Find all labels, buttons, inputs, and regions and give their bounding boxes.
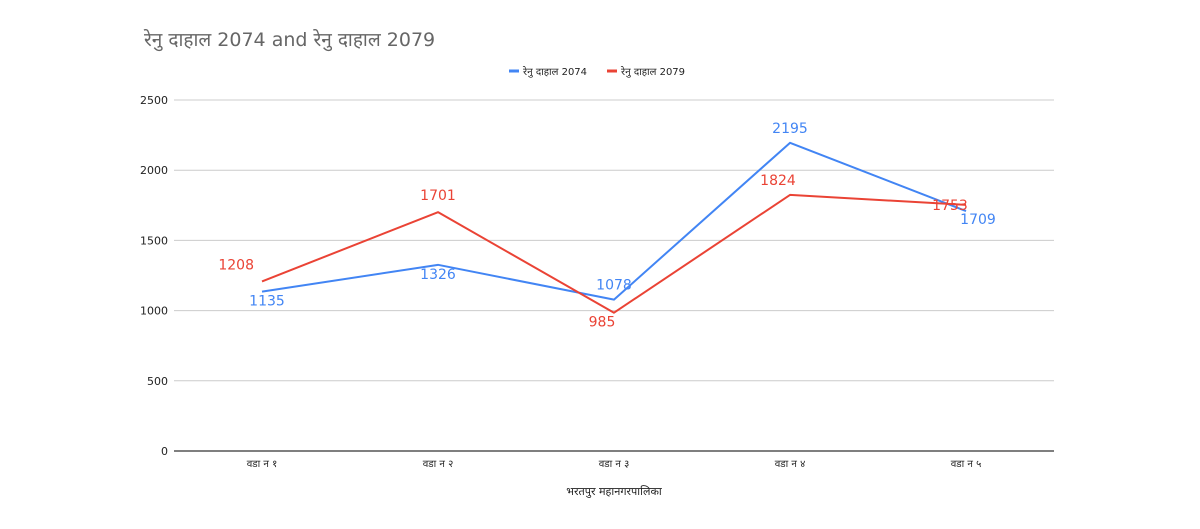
- legend-label: रेनु दाहाल 2074: [522, 66, 587, 78]
- data-label: 1753: [932, 198, 968, 214]
- x-tick-label: वडा न ५: [951, 459, 982, 470]
- x-tick-label: वडा न १: [247, 459, 278, 470]
- legend-label: रेनु दाहाल 2079: [620, 66, 685, 78]
- series-line-2: [261, 193, 967, 314]
- x-tick-label: वडा न ४: [775, 459, 806, 470]
- series-lines: [261, 141, 967, 314]
- data-label: 1701: [420, 188, 456, 204]
- data-label: 985: [589, 315, 616, 331]
- x-tick-label: वडा न २: [423, 459, 454, 470]
- data-label: 2195: [772, 121, 808, 137]
- data-labels: 1135 1326 1078 2195 1709 1208 1701 985 1824 1753: [218, 121, 995, 331]
- series-line-1: [261, 141, 967, 301]
- x-tick-label: वडा न ३: [599, 459, 630, 470]
- legend: रेनु दाहाल 2074 रेनु दाहाल 2079: [509, 66, 685, 78]
- y-tick-label: 500: [147, 375, 168, 388]
- y-axis-ticks: 0 500 1000 1500 2000 2500: [140, 94, 168, 458]
- data-label: 1326: [420, 267, 456, 283]
- y-tick-label: 2500: [140, 94, 168, 107]
- data-label: 1135: [249, 294, 285, 310]
- chart-title: रेनु दाहाल 2074 and रेनु दाहाल 2079: [144, 29, 436, 51]
- data-label: 1078: [596, 278, 632, 294]
- data-label: 1824: [760, 173, 796, 189]
- data-label: 1709: [960, 212, 996, 228]
- gridlines: [174, 99, 1054, 452]
- y-tick-label: 2000: [140, 164, 168, 177]
- y-tick-label: 0: [161, 445, 168, 458]
- x-axis-title: भरतपुर महानगरपालिका: [566, 485, 662, 498]
- y-tick-label: 1500: [140, 234, 168, 247]
- data-label: 1208: [218, 257, 254, 273]
- y-tick-label: 1000: [140, 305, 168, 318]
- x-axis-ticks: वडा न १ वडा न २ वडा न ३ वडा न ४ वडा न ५: [247, 459, 982, 470]
